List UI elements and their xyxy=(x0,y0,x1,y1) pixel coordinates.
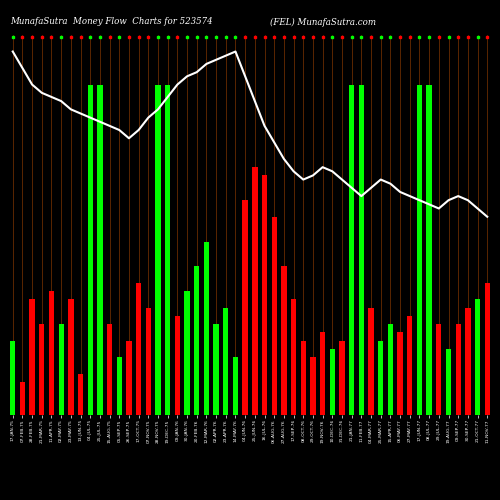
Bar xyxy=(174,316,180,415)
Bar xyxy=(291,300,296,415)
Bar xyxy=(358,84,364,415)
Bar xyxy=(194,266,200,415)
Bar xyxy=(107,324,112,415)
Bar xyxy=(446,349,451,415)
Bar xyxy=(116,357,122,415)
Bar xyxy=(281,266,286,415)
Bar xyxy=(349,84,354,415)
Bar xyxy=(300,340,306,415)
Bar xyxy=(475,300,480,415)
Bar xyxy=(126,340,132,415)
Bar xyxy=(68,300,73,415)
Bar xyxy=(417,84,422,415)
Bar xyxy=(252,167,258,415)
Bar xyxy=(10,340,16,415)
Bar xyxy=(156,84,160,415)
Bar xyxy=(426,84,432,415)
Bar xyxy=(368,308,374,415)
Bar xyxy=(407,316,412,415)
Bar xyxy=(20,382,25,415)
Bar xyxy=(456,324,461,415)
Bar xyxy=(184,291,190,415)
Bar xyxy=(484,283,490,415)
Bar xyxy=(146,308,151,415)
Bar xyxy=(58,324,64,415)
Bar xyxy=(165,84,170,415)
Bar xyxy=(262,176,267,415)
Bar xyxy=(398,332,403,415)
Bar xyxy=(242,200,248,415)
Bar xyxy=(340,340,344,415)
Bar xyxy=(136,283,141,415)
Bar xyxy=(204,242,209,415)
Bar xyxy=(39,324,44,415)
Text: (FEL) MunafaSutra.com: (FEL) MunafaSutra.com xyxy=(270,18,376,26)
Bar xyxy=(223,308,228,415)
Bar xyxy=(330,349,335,415)
Bar xyxy=(233,357,238,415)
Bar xyxy=(49,291,54,415)
Bar xyxy=(320,332,326,415)
Bar xyxy=(310,357,316,415)
Bar xyxy=(272,216,277,415)
Bar xyxy=(465,308,470,415)
Bar xyxy=(30,300,35,415)
Bar xyxy=(388,324,393,415)
Text: MunafaSutra  Money Flow  Charts for 523574: MunafaSutra Money Flow Charts for 523574 xyxy=(10,18,212,26)
Bar xyxy=(97,84,102,415)
Bar xyxy=(88,84,93,415)
Bar xyxy=(436,324,442,415)
Bar xyxy=(78,374,83,415)
Bar xyxy=(378,340,384,415)
Bar xyxy=(214,324,219,415)
